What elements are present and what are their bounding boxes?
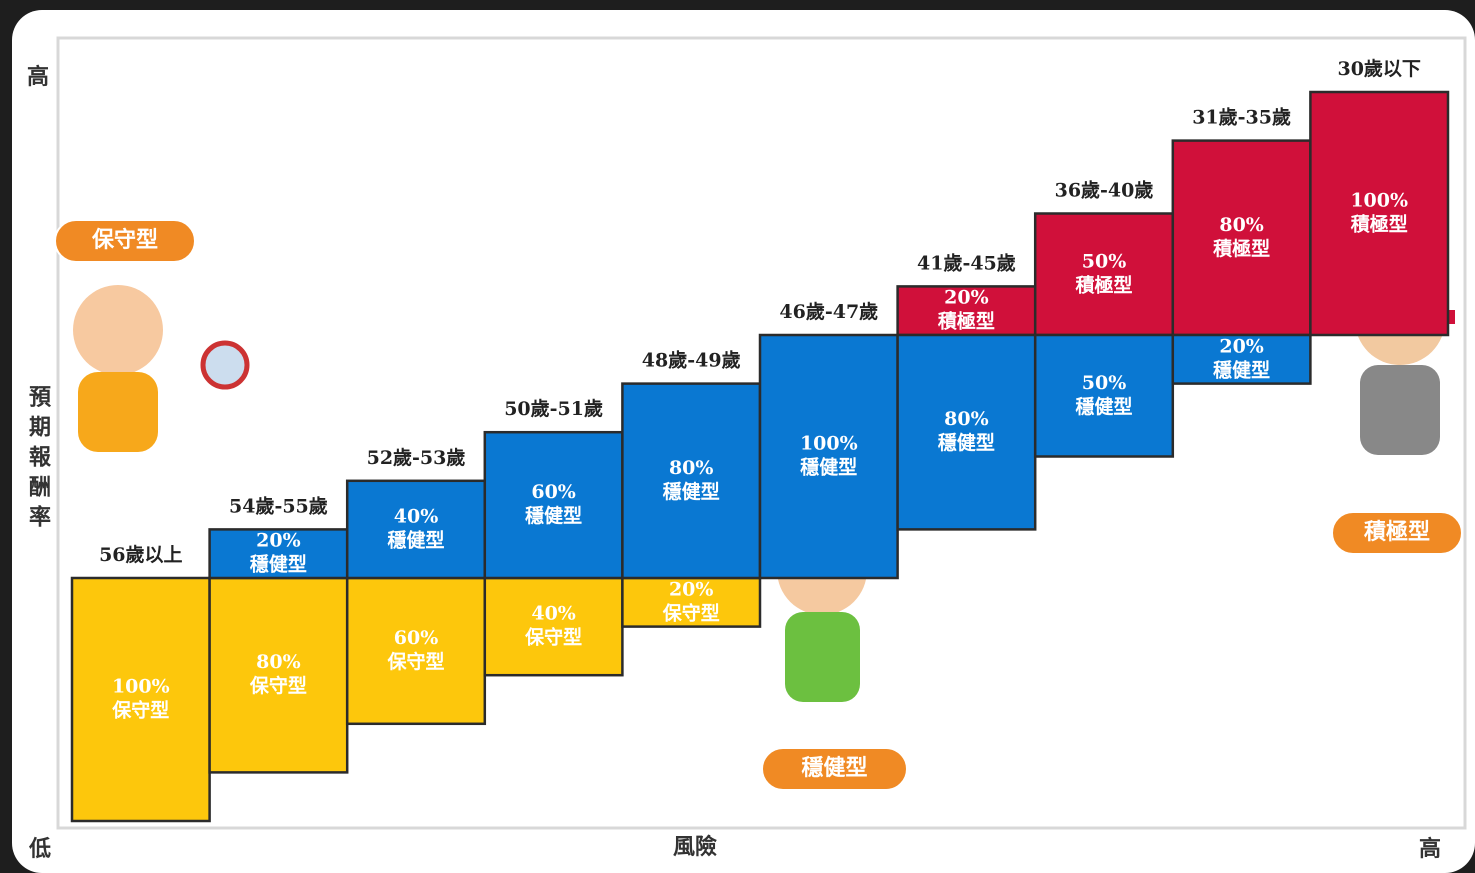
segment-type-label: 穩健型 <box>387 528 444 551</box>
segment-type-label: 保守型 <box>662 601 720 624</box>
segment-type-label: 穩健型 <box>250 553 307 576</box>
value-label: 80% <box>669 457 714 479</box>
value-label: 50% <box>1082 372 1127 394</box>
balanced-body <box>785 612 860 702</box>
age-label: 31歲-35歲 <box>1192 106 1291 129</box>
infographic: 高 預期報酬率 低 風險 高 100%保守型56歲以上80%保守型20%穩健型5… <box>0 0 1475 873</box>
value-label: 100% <box>1350 190 1408 212</box>
value-label: 40% <box>394 505 439 527</box>
value-label: 20% <box>256 530 301 552</box>
age-label: 50歲-51歲 <box>504 397 603 420</box>
x-axis-label: 風險 <box>673 834 717 860</box>
value-label: 20% <box>669 578 714 600</box>
value-label: 80% <box>1219 214 1264 236</box>
y-high-label: 高 <box>27 64 49 90</box>
legend-label: 保守型 <box>91 227 158 253</box>
segment-type-label: 保守型 <box>386 650 444 673</box>
age-label: 56歲以上 <box>99 543 182 566</box>
age-label: 48歲-49歲 <box>642 349 741 372</box>
segment-type-label: 積極型 <box>1351 213 1408 236</box>
age-label: 54歲-55歲 <box>229 494 328 517</box>
segment-type-label: 積極型 <box>1075 273 1132 296</box>
segment-type-label: 積極型 <box>938 310 995 333</box>
magnifier <box>203 343 247 387</box>
value-label: 80% <box>944 408 989 430</box>
legend-label: 積極型 <box>1364 519 1430 545</box>
age-label: 46歲-47歲 <box>779 300 878 323</box>
age-label: 30歲以下 <box>1337 57 1420 80</box>
segment-type-label: 保守型 <box>111 699 169 722</box>
value-label: 80% <box>256 651 301 673</box>
value-label: 20% <box>1219 335 1264 357</box>
value-label: 60% <box>531 481 576 503</box>
value-label: 60% <box>394 627 439 649</box>
segment-type-label: 穩健型 <box>663 480 720 503</box>
value-label: 20% <box>944 287 989 309</box>
y-axis-label: 預期報酬率 <box>25 385 51 535</box>
segment-type-label: 穩健型 <box>800 456 857 479</box>
age-label: 36歲-40歲 <box>1055 179 1154 202</box>
segment-type-label: 保守型 <box>524 626 582 649</box>
value-label: 100% <box>112 676 170 698</box>
value-label: 100% <box>800 433 858 455</box>
segment-type-label: 穩健型 <box>1075 395 1132 418</box>
age-label: 52歲-53歲 <box>367 446 466 469</box>
x-high-label: 高 <box>1419 836 1441 862</box>
conservative-body <box>78 372 158 452</box>
segment-type-label: 穩健型 <box>938 431 995 454</box>
legend-label: 穩健型 <box>801 755 867 781</box>
value-label: 50% <box>1082 250 1127 272</box>
conservative-head <box>73 285 163 375</box>
age-label: 41歲-45歲 <box>917 251 1016 274</box>
segment-type-label: 積極型 <box>1213 237 1270 260</box>
segment-type-label: 保守型 <box>249 674 307 697</box>
value-label: 40% <box>531 603 576 625</box>
segment-type-label: 穩健型 <box>525 504 582 527</box>
segment-type-label: 穩健型 <box>1213 358 1270 381</box>
aggressive-body <box>1360 365 1440 455</box>
origin-label: 低 <box>28 836 51 862</box>
